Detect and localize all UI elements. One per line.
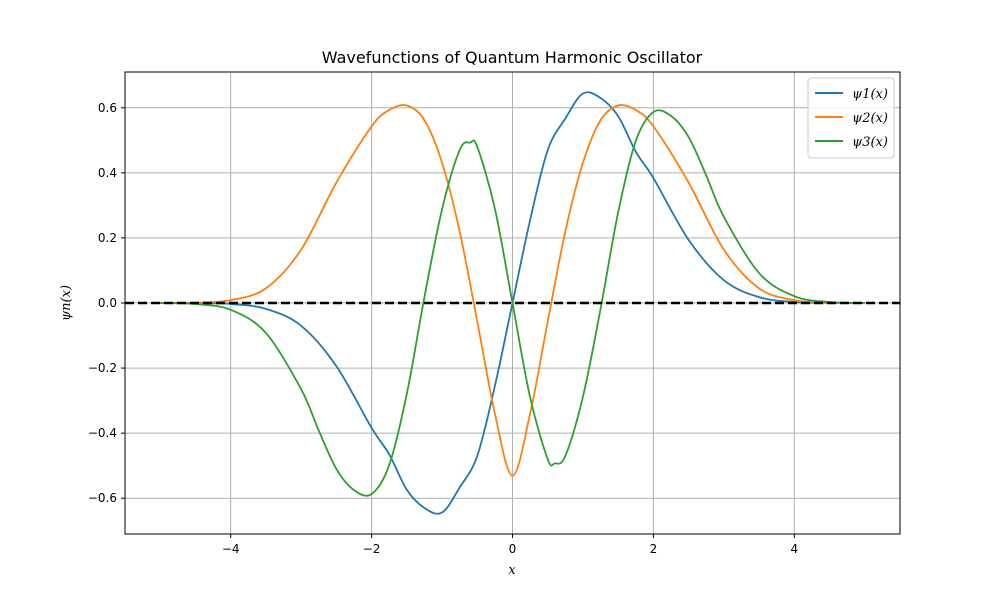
y-tick-label: 0.4 <box>98 166 117 180</box>
legend-label: ψ1(x) <box>852 87 888 102</box>
legend-label: ψ2(x) <box>852 111 888 126</box>
x-tick-label: 0 <box>509 542 517 556</box>
y-tick-label: −0.6 <box>88 491 117 505</box>
y-axis-label: ψn(x) <box>59 285 74 321</box>
y-tick-label: 0.6 <box>98 101 117 115</box>
x-tick-label: −4 <box>222 542 240 556</box>
legend: ψ1(x) ψ2(x) ψ3(x) <box>807 77 895 159</box>
series-line-2 <box>160 104 865 477</box>
y-tick-label: 0.2 <box>98 231 117 245</box>
y-axis-ticks: −0.6 −0.4 −0.2 0.0 0.2 0.4 0.6 <box>88 101 125 505</box>
y-tick-label: 0.0 <box>98 296 117 310</box>
x-axis-label: x <box>508 563 516 578</box>
legend-box <box>807 77 895 159</box>
x-tick-label: −2 <box>363 542 381 556</box>
x-axis-ticks: −4 −2 0 2 4 <box>222 534 798 556</box>
x-tick-label: 2 <box>650 542 658 556</box>
x-tick-label: 4 <box>790 542 798 556</box>
legend-label: ψ3(x) <box>852 135 888 150</box>
y-tick-label: −0.2 <box>88 361 117 375</box>
series-lines <box>160 91 865 515</box>
chart-title: Wavefunctions of Quantum Harmonic Oscill… <box>322 48 703 67</box>
series-line-3 <box>160 109 865 497</box>
y-tick-label: −0.4 <box>88 426 117 440</box>
